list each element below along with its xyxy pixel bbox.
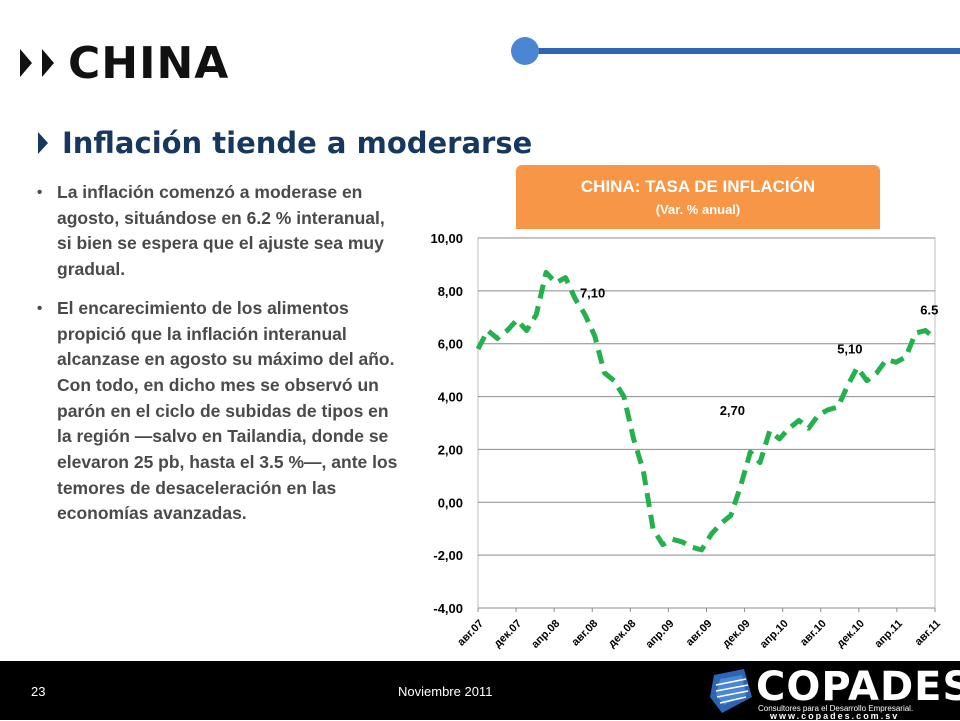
x-tick-label: дек.09 xyxy=(720,618,752,650)
bullet-item: La inflación comenzó a moderase en agost… xyxy=(36,180,402,283)
y-tick-label: 10,00 xyxy=(430,231,463,246)
x-tick-label: авг.07 xyxy=(455,618,486,649)
footer-date: Noviembre 2011 xyxy=(398,684,493,699)
x-tick-label: апр.09 xyxy=(643,618,676,651)
y-tick-label: 2,00 xyxy=(438,442,463,457)
x-tick-label: апр.11 xyxy=(872,618,905,651)
triangle-bullet-icon xyxy=(38,132,48,154)
logo-icon xyxy=(710,669,752,713)
logo-website: www.copades.com.sv xyxy=(770,711,900,721)
x-tick-label: дек.10 xyxy=(834,618,866,650)
footer: 23 Noviembre 2011 COPADES Consultores pa… xyxy=(0,661,960,721)
chart-banner: CHINA: TASA DE INFLACIÓN (Var. % anual) xyxy=(516,165,880,229)
x-tick-label: авг.09 xyxy=(684,618,715,649)
decorative-dot xyxy=(511,37,539,65)
logo-tagline: Consultores para el Desarrollo Empresari… xyxy=(758,704,914,713)
logo-text: COPADES xyxy=(756,664,960,710)
decorative-line xyxy=(520,48,960,54)
y-tick-label: 6,00 xyxy=(438,337,463,352)
header-title: CHINA xyxy=(20,37,230,89)
plot-area xyxy=(477,237,936,609)
slide-subtitle: Inflación tiende a moderarse xyxy=(38,126,532,160)
bullet-item: El encarecimiento de los alimentos propi… xyxy=(36,296,402,527)
x-tick-label: дек.07 xyxy=(492,618,524,650)
y-tick-label: 8,00 xyxy=(438,284,463,299)
y-tick-label: 0,00 xyxy=(438,495,463,510)
triangle-bullet-icon xyxy=(42,49,54,77)
subtitle-text: Inflación tiende a moderarse xyxy=(62,126,533,160)
x-tick-label: апр.10 xyxy=(758,618,791,651)
x-tick-label: авг.10 xyxy=(798,618,829,649)
data-label: 5,10 xyxy=(837,342,862,357)
bullet-list: La inflación comenzó a moderase en agost… xyxy=(36,180,402,540)
chart-subtitle: (Var. % anual) xyxy=(655,202,741,217)
inflation-line-chart: 10,00 8,00 6,00 4,00 2,00 0,00 -2,00 -4,00 авг.0… xyxy=(430,231,943,651)
data-label: 7,10 xyxy=(580,286,605,301)
copades-logo: COPADES Consultores para el Desarrollo E… xyxy=(708,664,960,721)
country-title: CHINA xyxy=(68,37,230,89)
chart-title: CHINA: TASA DE INFLACIÓN xyxy=(580,177,816,196)
triangle-bullet-icon xyxy=(20,49,32,77)
x-tick-label: дек.08 xyxy=(606,618,638,650)
x-tick-label: авг.11 xyxy=(913,618,943,648)
y-tick-label: -2,00 xyxy=(433,548,463,563)
x-tick-label: апр.08 xyxy=(529,618,562,651)
y-tick-label: -4,00 xyxy=(433,601,463,616)
y-tick-label: 4,00 xyxy=(438,390,463,405)
page-number: 23 xyxy=(31,684,46,699)
data-label: 6.5 xyxy=(920,303,938,318)
data-label: 2,70 xyxy=(720,403,745,418)
x-tick-label: авг.08 xyxy=(570,618,601,649)
